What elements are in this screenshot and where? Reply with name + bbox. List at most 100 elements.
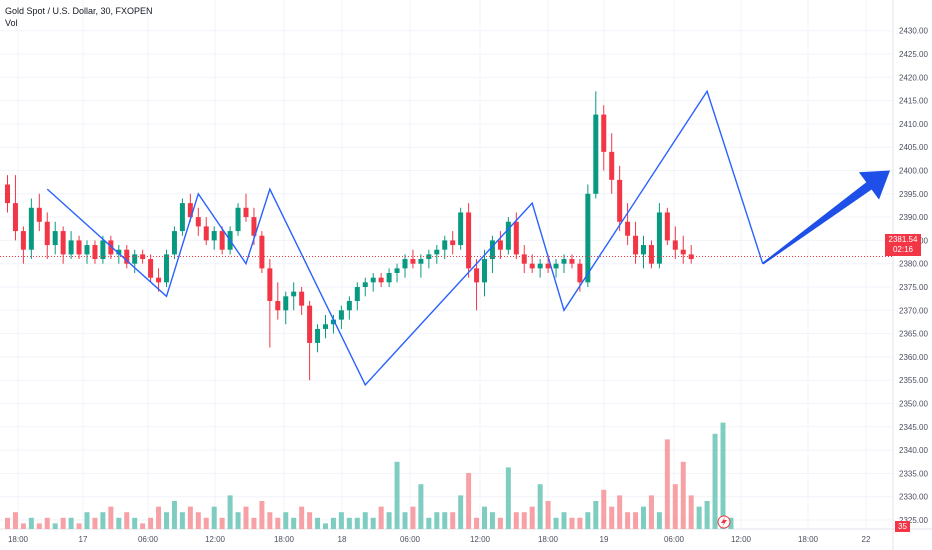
candle-body — [489, 240, 495, 260]
candle-body — [601, 114, 607, 152]
arrow-shape — [762, 170, 890, 265]
time-tick-label: 18:00 — [798, 535, 819, 544]
time-tick-label: 12:00 — [731, 535, 752, 544]
candle-body — [291, 291, 297, 297]
volume-bar — [466, 473, 472, 529]
volume-bar — [720, 422, 726, 529]
candle-body — [195, 217, 201, 227]
volume-bar — [664, 439, 670, 529]
price-tick-label: 2405.00 — [899, 143, 928, 152]
volume-bar — [633, 512, 639, 529]
candle-body — [171, 231, 177, 255]
volume-bar — [680, 461, 686, 529]
candle-body — [410, 259, 416, 264]
volume-bar — [243, 506, 249, 529]
last-price: 2381.54 — [888, 235, 918, 244]
volume-bar — [28, 517, 34, 529]
candle-body — [219, 231, 225, 250]
candle-body — [617, 179, 623, 222]
candle-body — [656, 212, 662, 264]
price-tick-label: 2360.00 — [899, 353, 928, 362]
volume-bar — [434, 512, 440, 529]
candle-body — [641, 245, 646, 255]
replay-icon-bolt — [721, 517, 727, 527]
volume-bar — [458, 495, 464, 529]
candle-body — [346, 300, 352, 311]
symbol-title[interactable]: Gold Spot / U.S. Dollar, 30, FXOPEN — [5, 6, 153, 16]
bar-countdown: 02:16 — [892, 245, 914, 254]
time-axis[interactable]: 18:00 17 06:00 12:00 18:00 18 06:00 12:00 18:00 1… — [8, 535, 871, 544]
price-tick-label: 2400.00 — [899, 167, 928, 176]
price-axis[interactable]: 2325.00 2330.00 2335.00 2340.00 2345.00 2350.… — [899, 27, 928, 525]
time-tick-label: 18:00 — [538, 535, 559, 544]
volume-bar — [346, 517, 352, 529]
time-tick-label: 12:00 — [470, 535, 491, 544]
candle-body — [338, 310, 344, 320]
candle-body — [267, 268, 273, 301]
chart-legend: Gold Spot / U.S. Dollar, 30, FXOPEN Vol — [5, 5, 153, 29]
candle-body — [211, 231, 217, 241]
candle-body — [466, 212, 472, 269]
candlesticks — [5, 91, 694, 381]
volume-bar — [370, 517, 376, 529]
candle-body — [251, 217, 257, 236]
volume-label[interactable]: Vol — [5, 18, 18, 28]
volume-bar — [537, 484, 543, 529]
volume-bar — [84, 512, 90, 529]
candle-body — [458, 212, 464, 246]
time-tick-label: 18:00 — [8, 535, 29, 544]
candle-body — [450, 240, 456, 246]
projection-arrow — [762, 170, 890, 265]
candle-body — [283, 296, 289, 311]
volume-bar — [211, 506, 217, 529]
price-tick-label: 2355.00 — [899, 376, 928, 385]
volume-bar — [140, 523, 146, 529]
time-tick-label: 06:00 — [664, 535, 685, 544]
candle-body — [609, 151, 615, 180]
price-tick-label: 2430.00 — [899, 27, 928, 36]
price-tick-label: 2395.00 — [899, 190, 928, 199]
volume-bar — [386, 512, 392, 529]
candle-body — [259, 235, 265, 269]
candle-body — [521, 254, 527, 264]
candle-body — [76, 240, 82, 255]
candle-body — [513, 221, 519, 255]
candle-body — [108, 240, 114, 255]
volume-bar — [299, 506, 305, 529]
candle-body — [370, 277, 376, 283]
volume-bar — [354, 517, 360, 529]
volume-bar — [569, 517, 575, 529]
volume-bar — [704, 501, 710, 529]
volume-bar — [307, 512, 313, 529]
volume-bar — [577, 517, 583, 529]
candle-body — [362, 282, 368, 287]
volume-bar — [116, 517, 122, 529]
candle-body — [474, 268, 480, 283]
candle-body — [12, 203, 18, 232]
volume-bar — [195, 512, 201, 529]
volume-bar — [696, 506, 702, 529]
volume-bar — [283, 512, 289, 529]
time-tick-label: 19 — [600, 535, 609, 544]
candle-body — [585, 193, 591, 283]
volume-bar — [442, 512, 448, 529]
candle-body — [664, 212, 670, 241]
candle-body — [44, 221, 50, 246]
volume-bar — [402, 512, 408, 529]
candle-body — [680, 249, 686, 255]
candle-body — [442, 240, 448, 250]
candle-body — [243, 207, 249, 218]
volume-bar — [323, 523, 328, 529]
candle-body — [561, 259, 567, 264]
volume-bar — [100, 512, 106, 529]
volume-bar — [656, 512, 662, 529]
price-tick-label: 2365.00 — [899, 330, 928, 339]
volume-bar — [593, 501, 599, 529]
volume-bar — [505, 467, 511, 529]
replay-icon[interactable] — [717, 515, 731, 529]
candle-body — [28, 207, 34, 250]
volume-bar — [275, 517, 281, 529]
volume-bar — [338, 512, 344, 529]
volume-bar — [617, 495, 623, 529]
